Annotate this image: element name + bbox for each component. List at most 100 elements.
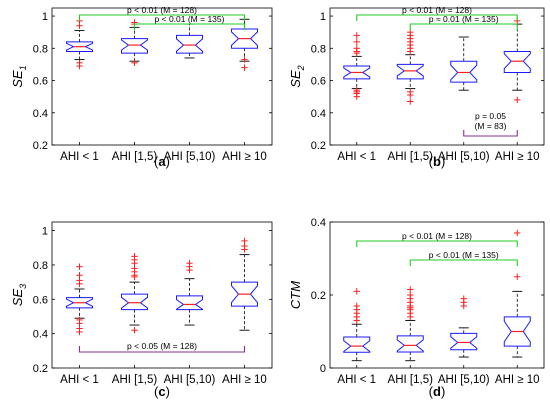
significance-label: p < 0.01 (M = 128) bbox=[402, 5, 472, 15]
box-2 bbox=[176, 23, 203, 59]
y-tick-label: 0.4 bbox=[33, 329, 48, 341]
outlier-marker bbox=[76, 280, 83, 288]
x-tick-label: AHI [1,5) bbox=[388, 374, 434, 386]
x-tick-label: AHI [5,10) bbox=[438, 374, 490, 386]
panel-label-paren: ( bbox=[429, 154, 434, 169]
box-1 bbox=[121, 253, 148, 334]
y-axis-label-subscript: 1 bbox=[18, 65, 28, 70]
outlier-marker bbox=[131, 273, 138, 281]
outlier-marker bbox=[353, 93, 360, 100]
box-body bbox=[66, 297, 93, 309]
box-0 bbox=[66, 263, 93, 336]
x-tick-label: AHI [5,10) bbox=[164, 374, 216, 386]
outlier-marker bbox=[76, 22, 83, 29]
box-body bbox=[503, 316, 531, 347]
x-tick-label: AHI [1,5) bbox=[388, 151, 434, 163]
significance-bar: p ≈ 0.01 (M = 135) bbox=[409, 14, 518, 30]
box-0 bbox=[66, 17, 93, 70]
panel-d: 0 0.2 0.4 CTM AHI < 1 AHI [1,5) AHI [5,10) AHI … bbox=[288, 217, 545, 399]
y-tick-label: 1 bbox=[320, 11, 326, 23]
axes-frame bbox=[329, 7, 545, 146]
axes-frame bbox=[51, 7, 273, 146]
y-tick-label: 0.8 bbox=[33, 43, 48, 55]
significance-bracket bbox=[78, 14, 246, 21]
significance-label: p ≈ 0.01 (M = 135) bbox=[429, 14, 499, 24]
outlier-marker bbox=[131, 59, 138, 66]
y-tick-label: 1 bbox=[42, 226, 48, 238]
box-body bbox=[176, 34, 203, 54]
outlier-marker bbox=[407, 286, 414, 293]
significance-bar: p < 0.01 (M = 128) bbox=[356, 5, 518, 21]
y-axis-label-subscript: 2 bbox=[296, 65, 306, 71]
box-body bbox=[343, 336, 371, 353]
significance-label: p < 0.01 (M = 135) bbox=[155, 14, 225, 24]
box-body bbox=[343, 65, 371, 80]
outlier-marker bbox=[76, 62, 83, 70]
x-tick-label: AHI [1,5) bbox=[112, 151, 158, 163]
panel-b: 0.2 0.4 0.6 0.8 1 SE2 AHI < 1 AHI [1,5) AHI [5,1… bbox=[288, 5, 545, 169]
box-body bbox=[66, 41, 93, 53]
box-1 bbox=[396, 286, 424, 362]
y-axis-label: SE1 bbox=[10, 65, 28, 87]
x-tick-label: AHI [5,10) bbox=[164, 151, 216, 163]
panel-label-letter: b bbox=[433, 154, 441, 169]
y-tick-label: 0.4 bbox=[311, 217, 326, 229]
outlier-marker bbox=[131, 327, 138, 334]
outlier-marker bbox=[514, 96, 521, 104]
y-tick-label: 0.2 bbox=[33, 363, 48, 375]
y-axis-label: SE2 bbox=[288, 65, 306, 87]
x-tick-label: AHI ≥ 10 bbox=[495, 151, 540, 163]
box-body bbox=[121, 293, 148, 311]
panel-label: (a) bbox=[154, 154, 170, 169]
outlier-marker bbox=[407, 98, 414, 105]
panel-label-paren: ) bbox=[441, 154, 445, 169]
outlier-marker bbox=[407, 91, 414, 99]
outlier-marker bbox=[241, 56, 248, 63]
panel-label-paren: ) bbox=[166, 154, 170, 169]
y-tick-label: 1 bbox=[42, 11, 48, 23]
significance-label: p < 0.05 (M = 128) bbox=[127, 341, 197, 351]
x-tick-label: AHI ≥ 10 bbox=[222, 151, 267, 163]
box-body bbox=[396, 335, 424, 353]
significance-label: p = 0.05 bbox=[475, 111, 506, 121]
significance-bar: p < 0.01 (M = 135) bbox=[409, 250, 518, 266]
box-body bbox=[176, 295, 203, 311]
outlier-marker bbox=[353, 32, 360, 39]
outlier-marker bbox=[76, 328, 83, 336]
significance-bracket bbox=[356, 14, 518, 21]
box-3 bbox=[503, 229, 531, 358]
box-2 bbox=[176, 260, 203, 326]
panel-label: (b) bbox=[429, 154, 446, 169]
outlier-marker bbox=[514, 229, 521, 237]
outlier-marker bbox=[76, 263, 83, 270]
y-tick-label: 0.2 bbox=[33, 140, 48, 152]
outlier-marker bbox=[407, 48, 414, 55]
outlier-marker bbox=[353, 317, 360, 324]
box-body bbox=[450, 60, 478, 83]
x-tick-label: AHI < 1 bbox=[337, 374, 376, 386]
y-tick-label: 0.8 bbox=[33, 260, 48, 272]
box-body bbox=[396, 63, 424, 80]
significance-label: p < 0.01 (M = 128) bbox=[127, 5, 197, 15]
y-tick-label: 0.6 bbox=[33, 294, 48, 306]
panel-label-letter: a bbox=[158, 154, 166, 169]
outlier-marker bbox=[460, 302, 467, 310]
significance-bar: p < 0.01 (M = 128) bbox=[78, 5, 246, 21]
outlier-marker bbox=[241, 246, 248, 253]
y-axis-label: SE3 bbox=[10, 284, 28, 306]
panel-label-letter: d bbox=[433, 384, 441, 399]
significance-label: p < 0.01 (M = 135) bbox=[429, 250, 499, 260]
outlier-marker bbox=[241, 64, 248, 71]
panel-label-paren: ) bbox=[166, 384, 170, 399]
box-2 bbox=[450, 295, 478, 358]
significance-bar: p < 0.05 (M = 128) bbox=[78, 341, 246, 353]
box-body bbox=[231, 281, 258, 307]
panel-c: 0.2 0.4 0.6 0.8 1 SE3 AHI < 1 AHI [1,5) AHI [5,1… bbox=[10, 221, 273, 399]
outlier-marker bbox=[186, 266, 193, 274]
y-tick-label: 0.6 bbox=[33, 76, 48, 88]
x-tick-label: AHI [5,10) bbox=[438, 151, 490, 163]
y-tick-label: 0.2 bbox=[311, 290, 326, 302]
box-3 bbox=[231, 237, 258, 331]
